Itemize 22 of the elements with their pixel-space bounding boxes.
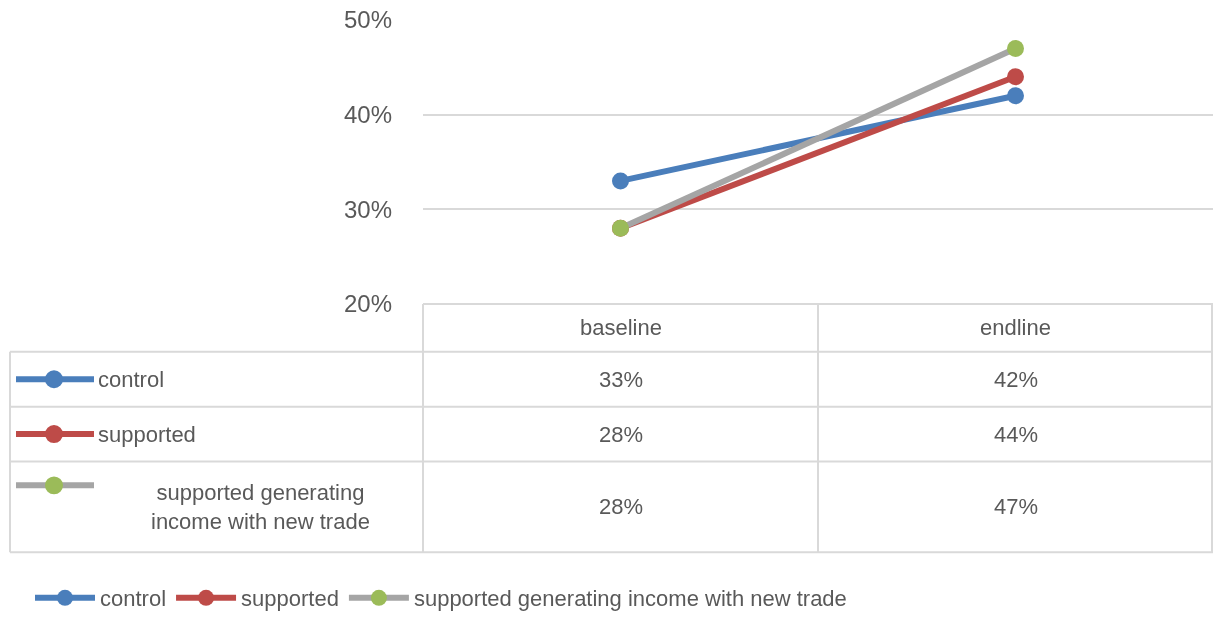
text: control xyxy=(100,586,167,612)
y-tick-label: 40% xyxy=(343,101,392,129)
data-label: 47% xyxy=(994,494,1039,519)
y-tick-label: 30% xyxy=(343,195,392,223)
legend-label: supported xyxy=(241,586,339,612)
point xyxy=(1007,87,1024,105)
legend-label: supported generating income with new trade xyxy=(413,586,847,612)
data-label: 42% xyxy=(994,367,1039,392)
data-label: 28% xyxy=(599,422,644,447)
data-label: 28% xyxy=(599,494,644,519)
data-label: 33% xyxy=(599,367,644,392)
y-tick-label: 50% xyxy=(343,6,392,34)
y-tick-label: 20% xyxy=(343,290,392,318)
point xyxy=(612,172,629,190)
text: supported xyxy=(98,422,196,447)
legend-label: control xyxy=(98,367,165,392)
x-tick-label: baseline xyxy=(580,315,662,340)
point xyxy=(1007,68,1024,86)
text: supported generating income with new trade xyxy=(151,480,370,534)
x-tick-label: endline xyxy=(980,315,1051,340)
point xyxy=(1007,39,1024,57)
data-label: 44% xyxy=(994,422,1039,447)
